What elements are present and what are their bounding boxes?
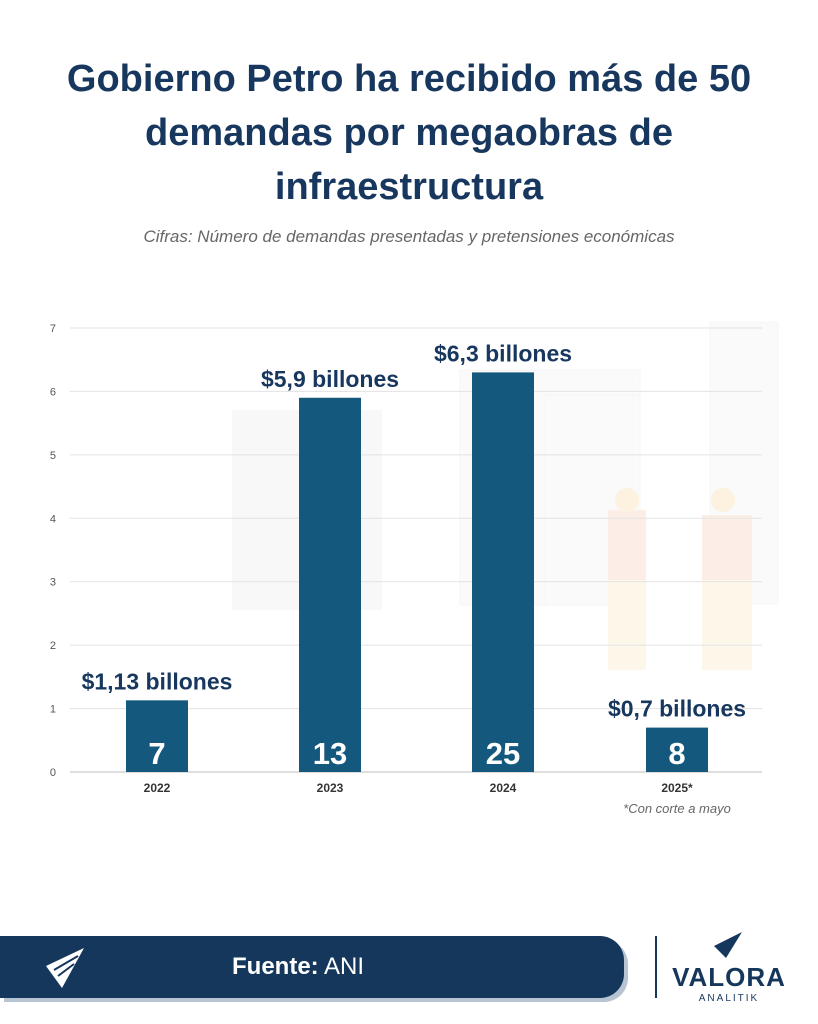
bar — [472, 372, 534, 772]
brand-name: VALORA — [672, 962, 786, 992]
bar-value-label: $0,7 billones — [608, 696, 746, 722]
source-note: Fuente: ANI — [232, 952, 364, 982]
y-tick-label: 7 — [50, 323, 56, 335]
brand-subname: ANALITIK — [698, 993, 760, 1004]
source-label: Fuente: — [232, 953, 319, 980]
x-tick-label: 2022 — [144, 781, 171, 795]
bar-count-label: 7 — [148, 736, 165, 771]
bar-chart: 0 1 2 3 4 5 6 7 7 $1,13 billones 2022 13 $5,9 billo… — [49, 323, 762, 816]
y-tick-label: 6 — [50, 386, 56, 398]
chart-title: Gobierno Petro ha recibido más de 50 dem… — [66, 58, 752, 208]
y-tick-label: 4 — [50, 513, 56, 525]
x-tick-label: 2025* — [661, 781, 693, 795]
footer-bar — [0, 936, 624, 998]
bar-value-label: $6,3 billones — [434, 340, 572, 366]
bar-count-label: 13 — [313, 736, 347, 771]
bar-count-label: 8 — [668, 736, 685, 771]
footer-divider — [655, 936, 657, 998]
bar — [299, 397, 361, 772]
valora-logo-icon — [714, 932, 742, 958]
x-tick-label: 2023 — [317, 781, 344, 795]
y-tick-label: 0 — [50, 767, 56, 779]
y-tick-label: 3 — [50, 577, 56, 589]
y-tick-label: 1 — [50, 704, 56, 716]
chart-footnote: *Con corte a mayo — [623, 801, 731, 816]
x-tick-label: 2024 — [490, 781, 517, 795]
y-tick-label: 2 — [50, 640, 56, 652]
chart-subtitle: Cifras: Número de demandas presentadas y… — [143, 227, 675, 246]
source-value: ANI — [324, 953, 365, 980]
bar-count-label: 25 — [486, 736, 520, 771]
bar — [646, 727, 708, 772]
bar-value-label: $1,13 billones — [82, 668, 233, 694]
y-tick-label: 5 — [50, 450, 56, 462]
valora-wing-icon — [46, 948, 84, 988]
bar — [126, 700, 188, 772]
bar-value-label: $5,9 billones — [261, 366, 399, 392]
